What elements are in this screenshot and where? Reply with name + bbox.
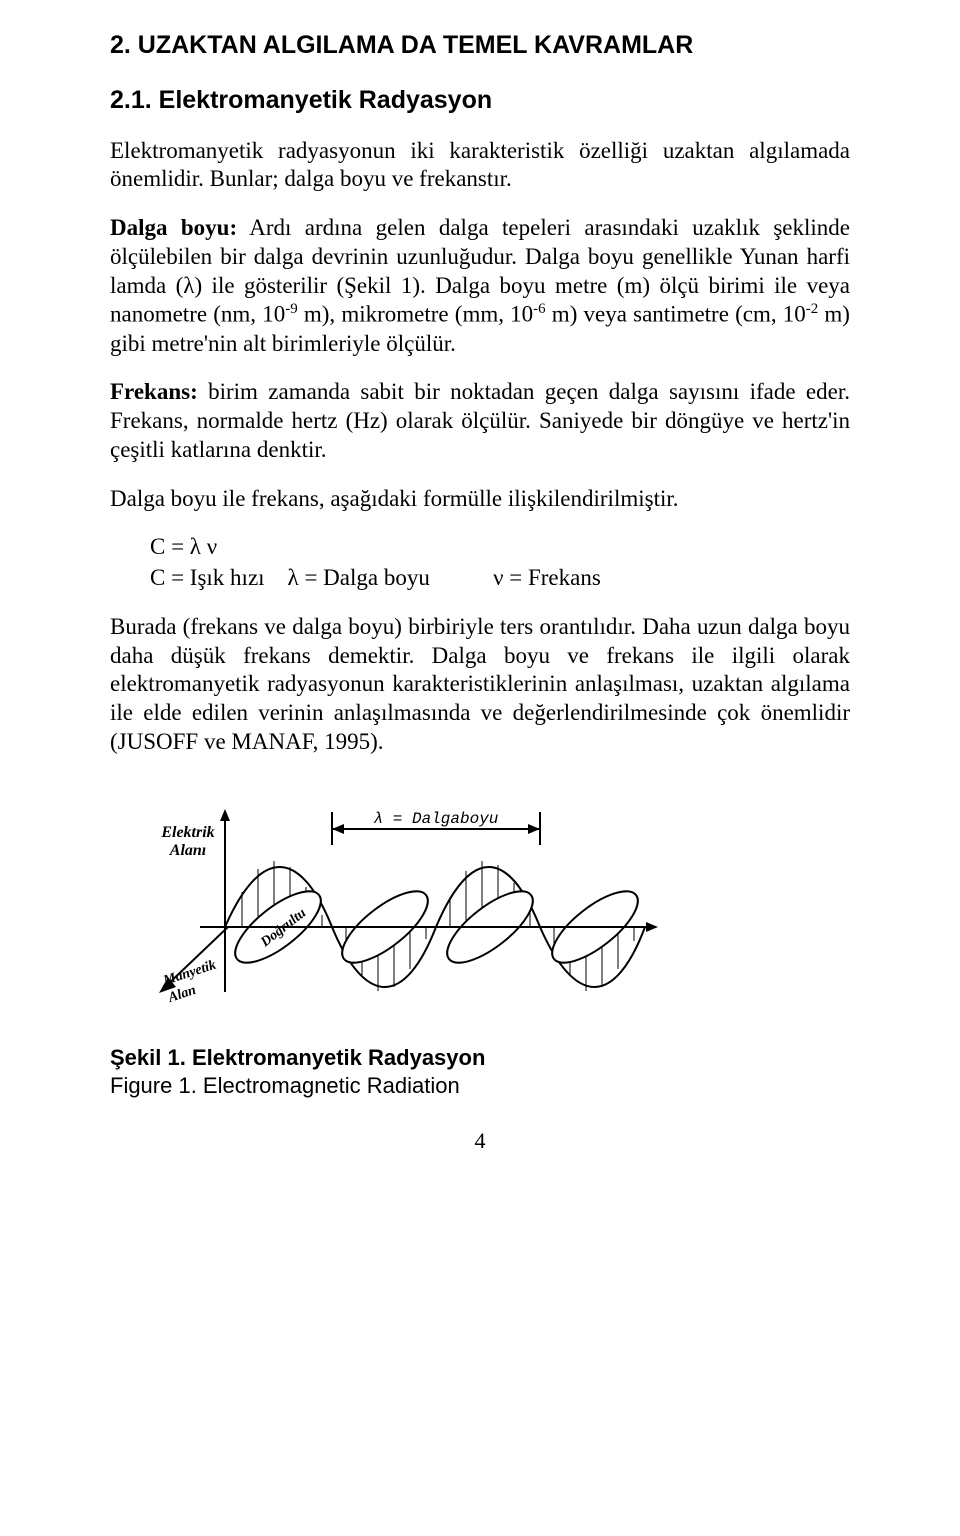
formula-line-2: C = Işık hızı λ = Dalga boyu ν = Frekans	[150, 564, 850, 593]
paragraph-5: Burada (frekans ve dalga boyu) birbiriyl…	[110, 613, 850, 757]
paragraph-2-body-c: m) veya santimetre (cm, 10	[546, 302, 806, 327]
heading-main: 2. UZAKTAN ALGILAMA DA TEMEL KAVRAMLAR	[110, 30, 850, 61]
formula-line-1: C = λ ν	[150, 533, 850, 562]
heading-sub: 2.1. Elektromanyetik Radyasyon	[110, 85, 850, 116]
electric-label-2: Alanı	[169, 842, 206, 859]
paragraph-3-body: birim zamanda sabit bir noktadan geçen d…	[110, 379, 850, 462]
paragraph-3-label: Frekans:	[110, 379, 198, 404]
figure-1: λ = Dalgaboyu	[110, 777, 850, 1100]
page-number: 4	[110, 1127, 850, 1155]
formula-block: C = λ ν C = Işık hızı λ = Dalga boyu ν =…	[150, 533, 850, 593]
paragraph-2-sup-2: -6	[533, 301, 545, 317]
paragraph-2-body-b: m), mikrometre (mm, 10	[298, 302, 534, 327]
paragraph-2-sup-3: -2	[806, 301, 818, 317]
em-wave-diagram: λ = Dalgaboyu	[110, 777, 670, 1037]
lambda-label: λ = Dalgaboyu	[374, 810, 499, 828]
paragraph-2-label: Dalga boyu:	[110, 215, 237, 240]
paragraph-1: Elektromanyetik radyasyonun iki karakter…	[110, 137, 850, 195]
figure-caption-plain: Figure 1. Electromagnetic Radiation	[110, 1072, 850, 1100]
paragraph-2-sup-1: -9	[285, 301, 297, 317]
paragraph-3: Frekans: birim zamanda sabit bir noktada…	[110, 378, 850, 464]
page-container: 2. UZAKTAN ALGILAMA DA TEMEL KAVRAMLAR 2…	[0, 0, 960, 1536]
figure-caption-bold: Şekil 1. Elektromanyetik Radyasyon	[110, 1044, 850, 1072]
paragraph-2: Dalga boyu: Ardı ardına gelen dalga tepe…	[110, 214, 850, 358]
electric-label-1: Elektrik	[160, 824, 214, 841]
paragraph-4: Dalga boyu ile frekans, aşağıdaki formül…	[110, 485, 850, 514]
